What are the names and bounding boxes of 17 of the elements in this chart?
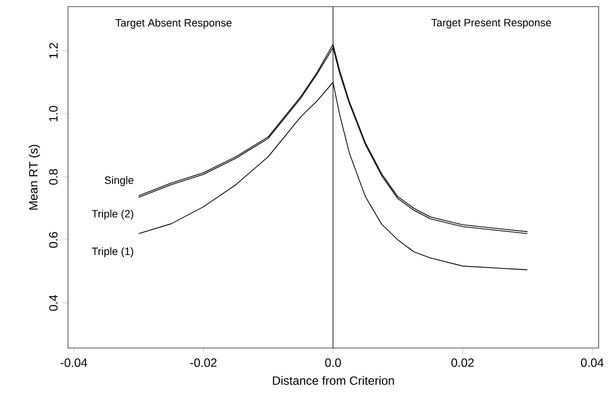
y-tick-label: 0.6 xyxy=(49,232,58,248)
series-label: Triple (2) xyxy=(92,210,134,220)
y-tick-label: 0.4 xyxy=(49,294,58,311)
x-tick-label: 0.04 xyxy=(580,358,604,367)
x-tick-label: -0.04 xyxy=(60,358,88,367)
x-tick-label: 0.0 xyxy=(325,358,341,367)
x-tick-label: 0.02 xyxy=(451,358,474,367)
x-axis-title: Distance from Criterion xyxy=(272,376,394,385)
annotation: Target Absent Response xyxy=(115,18,232,29)
y-axis-title: Mean RT (s) xyxy=(28,144,40,210)
x-tick-label: -0.02 xyxy=(190,358,216,367)
annotation: Target Present Response xyxy=(431,18,552,29)
y-tick-label: 1.2 xyxy=(49,43,58,58)
series-label: Triple (1) xyxy=(92,247,134,258)
series-label: Single xyxy=(104,176,134,186)
y-tick-label: 0.8 xyxy=(49,169,58,185)
y-tick-label: 1.0 xyxy=(49,106,58,122)
